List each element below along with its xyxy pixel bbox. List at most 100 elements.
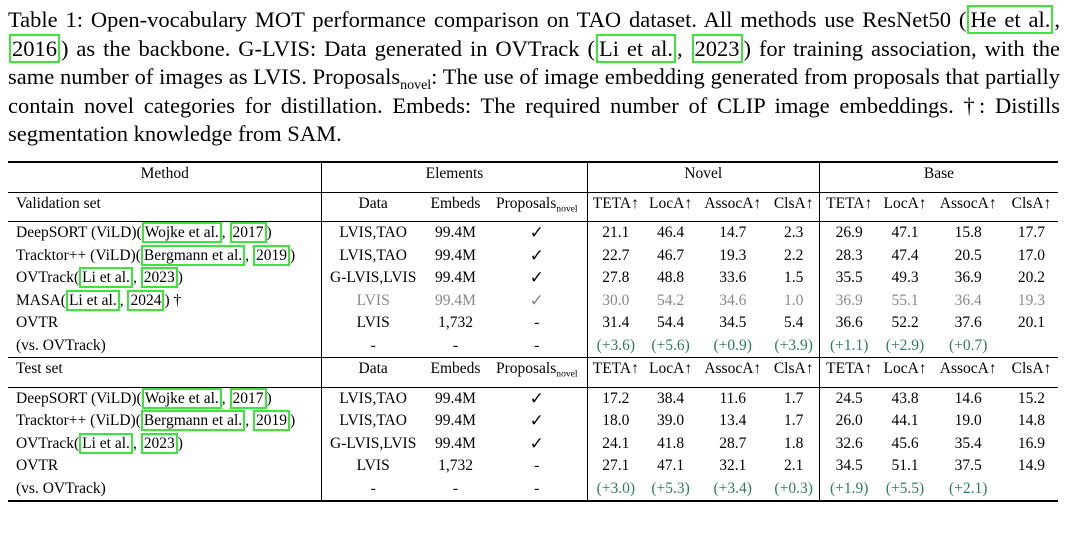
method-text: DeepSORT (ViLD)( — [16, 224, 142, 241]
citation-sep: , — [132, 434, 141, 452]
table-row: (vs. OVTrack) - - - (+3.6) (+5.6) (+0.9)… — [8, 334, 1058, 358]
cell-value-best: 52.2 — [891, 314, 919, 331]
cell-value: 55.1 — [891, 291, 919, 309]
col-novel-teta: TETA↑ — [586, 192, 645, 215]
cell-value: 19.3 — [719, 246, 747, 264]
citation-link[interactable]: 2017 — [229, 387, 267, 409]
table-row: OVTR LVIS 1,732 - 27.1 47.1 32.1 2.1 34.… — [8, 455, 1058, 478]
cell-embeds: 99.4M — [435, 389, 476, 407]
validation-subheader: Validation set Data Embeds Proposalsnove… — [8, 192, 1058, 215]
cell-value: 1.0 — [783, 291, 804, 309]
cell-value: 14.9 — [1017, 457, 1046, 474]
citation-link[interactable]: 2019 — [252, 244, 290, 266]
cell-delta — [1005, 335, 1058, 358]
cell-value: 48.8 — [657, 269, 685, 286]
citation-he-year[interactable]: 2016 — [9, 33, 60, 63]
method-text-end: ) † — [164, 291, 182, 309]
checkmark-icon: ✓ — [529, 411, 544, 431]
citation-li-name[interactable]: Li et al. — [595, 33, 676, 63]
col-proposals: Proposalsnovel — [487, 358, 587, 381]
test-set-label: Test set — [16, 360, 63, 377]
header-group-row: Method Elements Novel Base — [8, 162, 1058, 186]
citation-link[interactable]: 2024 — [127, 289, 165, 311]
cell-embeds: 99.4M — [435, 246, 476, 264]
col-data: Data — [321, 192, 424, 215]
cell-proposals: - — [534, 457, 540, 474]
cell-proposals: - — [534, 479, 540, 497]
cell-value: 1.5 — [783, 269, 804, 286]
cell-value: 22.7 — [586, 244, 645, 267]
method-name: (vs. OVTrack) — [16, 336, 106, 354]
cell-value: 32.6 — [818, 432, 879, 455]
citation-link[interactable]: Li et al. — [79, 432, 133, 454]
col-novel-clsa: ClsA↑ — [773, 194, 814, 212]
method-name: DeepSORT (ViLD)(Wojke et al., 2017) — [8, 222, 322, 245]
cell-data: - — [321, 334, 424, 358]
cell-embeds: 99.4M — [435, 434, 476, 452]
citation-link[interactable]: 2017 — [229, 222, 267, 243]
cell-embeds: 99.4M — [435, 224, 476, 241]
citation-link[interactable]: Bergmann et al. — [140, 244, 246, 266]
cell-value: 49.3 — [891, 269, 919, 286]
citation-link[interactable]: Bergmann et al. — [140, 410, 246, 431]
cell-delta: (+5.5) — [885, 479, 925, 497]
col-base-assoca: AssocA↑ — [939, 360, 997, 377]
citation-link[interactable]: Li et al. — [65, 289, 120, 311]
cell-value-best: 32.1 — [719, 457, 747, 474]
cell-embeds: 99.4M — [435, 269, 476, 286]
citation-sep: , — [245, 246, 253, 264]
cell-data: LVIS,TAO — [321, 410, 424, 433]
cell-data: G-LVIS,LVIS — [321, 267, 424, 290]
cell-value-best: 37.5 — [954, 457, 982, 474]
citation-li-year[interactable]: 2023 — [691, 33, 743, 63]
cell-delta: (+3.6) — [586, 334, 645, 358]
cell-value: 21.1 — [586, 221, 645, 245]
cell-value: 11.6 — [719, 389, 747, 407]
cell-value: 28.7 — [719, 434, 747, 452]
method-text: OVTrack( — [16, 434, 80, 452]
col-base-clsa: ClsA↑ — [1011, 194, 1052, 212]
method-text: MASA( — [16, 291, 66, 309]
citation-link[interactable]: Li et al. — [79, 267, 133, 288]
table-row: Tracktor++ (ViLD)(Bergmann et al., 2019)… — [8, 244, 1058, 267]
cell-data: LVIS,TAO — [321, 387, 424, 410]
cell-value: 1.8 — [783, 434, 804, 452]
citation-he-name[interactable]: He et al. — [967, 5, 1054, 34]
results-table: Method Elements Novel Base Validation se… — [8, 161, 1058, 502]
citation-link[interactable]: 2019 — [252, 410, 290, 431]
cell-embeds: 1,732 — [438, 457, 473, 474]
citation-link[interactable]: 2023 — [140, 267, 178, 288]
cell-delta: (+3.9) — [774, 336, 813, 354]
caption-part-1: Table 1: Open-vocabulary MOT performance… — [8, 7, 967, 32]
method-name: MASA(Li et al., 2024) † — [8, 289, 322, 313]
method-text: DeepSORT (ViLD)( — [16, 389, 142, 407]
citation-link[interactable]: Wojke et al. — [141, 387, 222, 409]
cell-value: 33.6 — [719, 269, 747, 286]
cell-value: 15.8 — [954, 224, 982, 241]
cell-value-best: 27.1 — [586, 455, 645, 478]
cell-value: 20.5 — [954, 246, 982, 264]
col-novel-clsa: ClsA↑ — [773, 360, 814, 377]
col-base-teta: TETA↑ — [818, 192, 879, 215]
validation-set-label: Validation set — [16, 194, 101, 212]
cell-value: 39.0 — [657, 412, 685, 429]
col-embeds: Embeds — [430, 194, 481, 212]
cell-value: 14.7 — [719, 224, 747, 241]
cell-value: 41.8 — [657, 434, 685, 452]
cell-value: 17.2 — [586, 387, 645, 410]
citation-link[interactable]: Wojke et al. — [141, 222, 222, 243]
cell-value: 35.5 — [818, 267, 879, 290]
cell-value: 19.0 — [954, 412, 982, 429]
cell-value: 46.7 — [657, 246, 685, 264]
cell-value: 44.1 — [891, 412, 919, 429]
cell-delta: (+3.0) — [586, 477, 645, 501]
col-novel-teta: TETA↑ — [586, 357, 645, 381]
method-text-end: ) — [266, 224, 272, 241]
cell-value: 26.0 — [818, 410, 879, 433]
method-text: Tracktor++ (ViLD)( — [16, 246, 141, 264]
col-novel-assoca: AssocA↑ — [704, 194, 762, 212]
col-novel-loca: LocA↑ — [649, 194, 693, 212]
col-embeds: Embeds — [430, 360, 481, 377]
cell-delta — [1005, 478, 1058, 502]
citation-link[interactable]: 2023 — [140, 432, 178, 454]
